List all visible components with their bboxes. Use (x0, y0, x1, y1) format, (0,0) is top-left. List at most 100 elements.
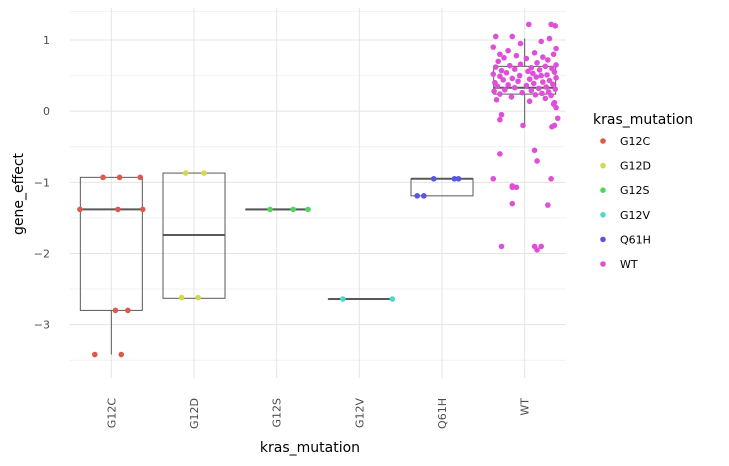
point-wt (509, 200, 516, 207)
point-q61h (430, 175, 437, 182)
point-wt (494, 83, 501, 90)
point-wt (544, 72, 550, 78)
point-wt (546, 35, 553, 42)
point-wt (538, 38, 544, 45)
point-q61h (421, 193, 427, 199)
point-g12v (340, 296, 346, 302)
point-g12c (112, 307, 119, 314)
point-g12c (92, 351, 98, 358)
point-wt (551, 69, 558, 75)
point-wt (523, 55, 530, 62)
point-q61h (455, 175, 462, 182)
point-q61h (451, 175, 458, 182)
x-tick-label: G12D (188, 398, 201, 429)
point-wt (534, 158, 540, 164)
y-tick-label: −3 (34, 319, 50, 332)
legend-swatch (600, 261, 606, 267)
legend-swatch (600, 236, 606, 243)
point-g12c (125, 307, 131, 314)
legend-item-g12c: G12C (600, 135, 651, 148)
point-wt (516, 72, 523, 79)
point-wt (545, 57, 551, 63)
point-wt (498, 243, 505, 250)
point-wt (530, 70, 536, 77)
point-wt (511, 84, 518, 91)
point-wt (536, 67, 543, 73)
point-wt (506, 62, 513, 69)
point-wt (531, 50, 538, 56)
box-g12c (79, 176, 143, 355)
point-wt (549, 81, 556, 87)
x-tick-label: WT (519, 398, 532, 416)
legend-item-wt: WT (600, 258, 638, 271)
point-wt (520, 122, 526, 129)
point-wt (501, 55, 507, 61)
legend-item-q61h: Q61H (600, 233, 651, 246)
point-wt (543, 84, 549, 90)
box-g12v (327, 298, 391, 301)
point-wt (538, 243, 544, 250)
point-g12d (201, 170, 207, 176)
point-g12c (137, 174, 144, 181)
point-wt (540, 79, 546, 85)
point-wt (497, 116, 503, 123)
point-wt (526, 98, 533, 105)
box-q61h (410, 177, 474, 197)
point-wt (497, 91, 503, 97)
point-wt (548, 175, 554, 182)
box-g12s (245, 208, 309, 211)
legend-item-g12s: G12S (600, 184, 650, 197)
point-wt (517, 61, 524, 68)
point-wt (553, 45, 559, 52)
point-wt (502, 87, 508, 93)
point-wt (509, 184, 516, 191)
x-tick-label: G12C (105, 398, 118, 429)
point-wt (513, 52, 520, 59)
x-tick-labels: G12C G12D G12S G12V Q61H WT (105, 398, 531, 429)
point-wt (508, 94, 515, 100)
point-wt (528, 87, 535, 94)
x-tick-label: G12V (353, 398, 366, 429)
point-wt (526, 76, 533, 82)
point-wt (497, 151, 503, 157)
point-wt (530, 80, 537, 87)
point-wt (533, 74, 540, 80)
point-g12v (389, 296, 396, 302)
point-wt (534, 59, 540, 66)
point-wt (503, 69, 510, 76)
point-wt (526, 21, 532, 28)
point-wt (490, 44, 497, 50)
point-wt (492, 33, 499, 40)
legend-label: G12D (620, 160, 651, 173)
legend-swatch (600, 212, 606, 218)
legend-swatch (600, 138, 606, 144)
box-g12d (162, 172, 226, 299)
legend-swatch (600, 187, 606, 193)
point-wt (554, 115, 561, 122)
point-wt (532, 92, 539, 98)
point-g12d (182, 170, 189, 176)
point-wt (539, 90, 545, 97)
y-tick-labels: 1 0 −1 −2 −3 (34, 34, 50, 332)
point-wt (548, 92, 554, 99)
x-tick-label: Q61H (436, 398, 449, 429)
point-wt (509, 75, 516, 82)
legend: kras_mutation G12C G12D G12S G12V Q61H WT (593, 112, 693, 271)
point-wt (546, 77, 553, 84)
point-wt (552, 22, 559, 29)
point-wt (513, 184, 520, 191)
point-g12d (195, 294, 201, 301)
point-wt (495, 58, 502, 65)
point-wt (540, 54, 546, 60)
point-wt (498, 67, 505, 74)
point-wt (552, 86, 559, 92)
point-wt (534, 247, 540, 253)
y-tick-label: −1 (34, 176, 50, 189)
point-wt (517, 40, 524, 47)
point-g12c (139, 206, 146, 213)
legend-item-g12d: G12D (600, 160, 651, 173)
point-g12c (116, 174, 123, 181)
point-wt (490, 71, 497, 77)
x-tick-label: G12S (271, 398, 284, 428)
point-wt (505, 82, 511, 88)
